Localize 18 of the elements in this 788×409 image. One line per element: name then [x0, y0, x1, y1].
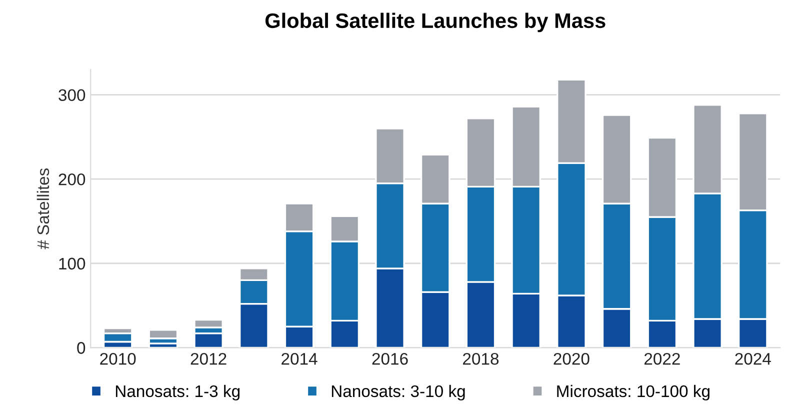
- y-tick-label: 100: [59, 258, 86, 270]
- x-tick-label: 2018: [463, 352, 499, 365]
- chart-title: Global Satellite Launches by Mass: [265, 12, 606, 32]
- legend-label: Nanosats: 1-3 kg: [116, 384, 240, 400]
- y-tick-label: 0: [77, 342, 86, 354]
- x-tick-label: 2016: [372, 352, 408, 365]
- y-tick-label: 200: [58, 173, 86, 186]
- x-tick-label: 2012: [190, 352, 226, 365]
- x-tick-label: 2010: [100, 352, 136, 365]
- x-tick-label: 2014: [282, 352, 318, 365]
- x-tick-label: 2022: [644, 352, 680, 365]
- y-axis-title: # Satellites: [36, 168, 50, 250]
- y-tick-label: 300: [58, 89, 86, 102]
- x-tick-label: 2024: [735, 352, 771, 365]
- bar: [194, 332, 224, 348]
- legend-label: Nanosats: 3-10 kg: [332, 384, 465, 400]
- x-tick-label: 2020: [554, 352, 590, 365]
- legend-label: Microsats: 10-100 kg: [557, 384, 710, 400]
